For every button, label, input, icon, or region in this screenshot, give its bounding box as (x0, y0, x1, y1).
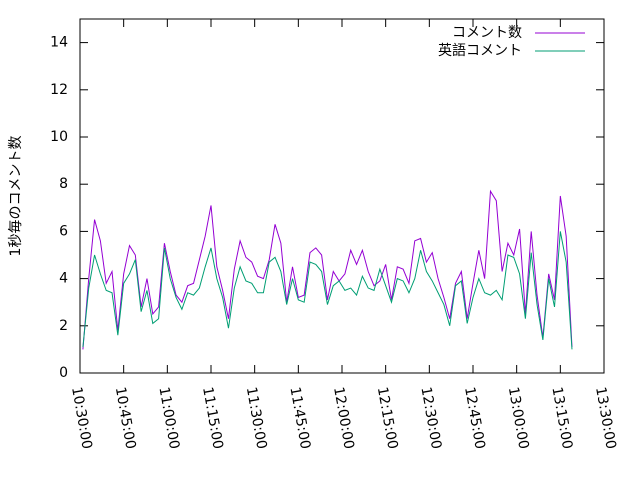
x-tick-label: 11:15:00 (199, 386, 226, 451)
y-tick-label: 2 (59, 318, 68, 334)
x-tick-label: 11:00:00 (155, 386, 182, 451)
y-tick-label: 10 (50, 129, 68, 145)
x-tick-label: 12:15:00 (374, 386, 401, 451)
y-tick-label: 4 (59, 271, 68, 287)
x-tick-label: 13:30:00 (592, 386, 619, 451)
legend-label: 英語コメント (438, 42, 522, 59)
x-tick-label: 13:15:00 (548, 386, 575, 451)
series-line (82, 231, 573, 350)
x-tick-label: 10:45:00 (112, 386, 139, 451)
x-tick-label: 12:30:00 (417, 386, 444, 451)
y-tick-label: 6 (59, 223, 68, 239)
x-tick-label: 12:45:00 (461, 386, 488, 451)
y-tick-label: 12 (50, 82, 68, 98)
legend-label: コメント数 (452, 25, 522, 41)
plot-frame (79, 18, 605, 374)
x-tick-label: 11:45:00 (286, 386, 313, 451)
x-tick-label: 11:30:00 (243, 386, 270, 451)
y-tick-label: 0 (59, 365, 68, 381)
y-tick-label: 8 (59, 176, 68, 192)
y-tick-label: 14 (50, 35, 68, 51)
x-tick-label: 10:30:00 (68, 386, 95, 451)
y-axis-label: 1秒毎のコメント数 (8, 136, 24, 257)
x-tick-label: 12:00:00 (330, 386, 357, 451)
x-tick-label: 13:00:00 (505, 386, 532, 451)
series-line (82, 189, 573, 350)
